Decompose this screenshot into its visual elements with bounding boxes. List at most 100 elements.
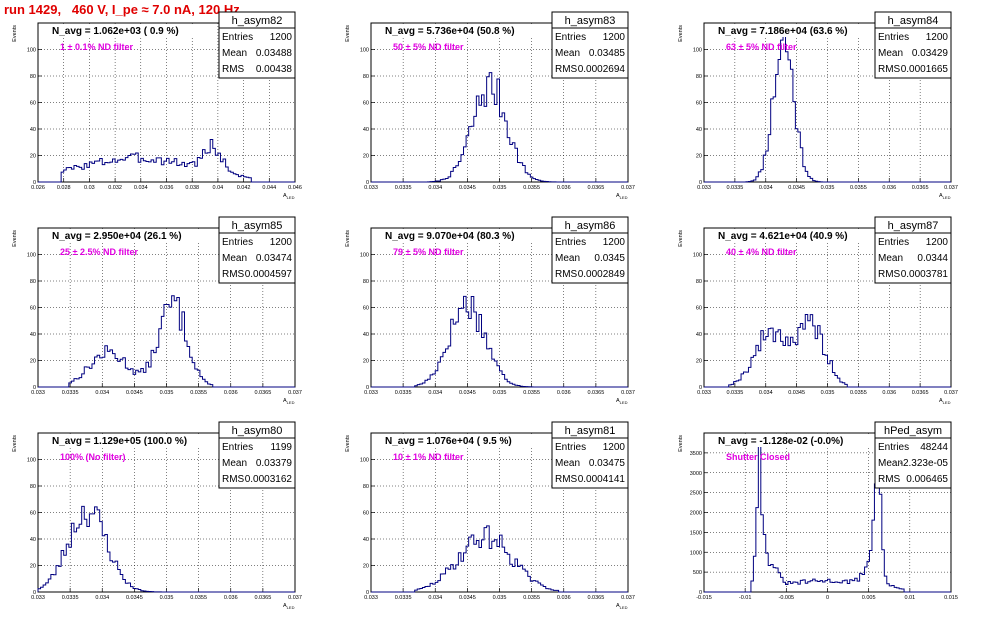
- y-tick-label: 500: [693, 570, 702, 576]
- x-tick-label: 0.035: [493, 185, 507, 191]
- x-tick-label: 0.037: [621, 390, 635, 396]
- x-tick-label: -0.005: [779, 595, 795, 601]
- navg-box: [705, 434, 877, 447]
- x-tick-label: 0.034: [759, 185, 773, 191]
- stats-title: h_asym84: [888, 15, 939, 27]
- stats-key: Mean: [878, 458, 903, 469]
- histogram-line: [37, 505, 295, 593]
- stats-title: h_asym80: [232, 425, 283, 437]
- y-axis-label: Events: [678, 230, 684, 247]
- x-tick-label: 0.0345: [788, 390, 805, 396]
- x-tick-label: 0.036: [557, 390, 571, 396]
- x-tick-label: 0.035: [493, 595, 507, 601]
- y-axis-label: Events: [12, 230, 18, 247]
- stats-title: hPed_asym: [884, 425, 942, 437]
- x-tick-label: 0.0355: [523, 185, 540, 191]
- x-tick-label: 0.034: [95, 390, 109, 396]
- y-tick-label: 100: [27, 48, 36, 54]
- histogram-line: [38, 138, 295, 183]
- y-tick-label: 40: [30, 537, 36, 543]
- stats-key: RMS: [555, 64, 578, 75]
- x-tick-label: 0.032: [108, 185, 122, 191]
- stats-title: h_asym87: [888, 220, 939, 232]
- stats-value: 1200: [270, 237, 293, 248]
- x-axis-label: ALED: [616, 603, 628, 610]
- y-tick-label: 20: [696, 154, 702, 160]
- stats-key: Mean: [878, 253, 903, 264]
- x-tick-label: 0.037: [288, 595, 302, 601]
- x-tick-label: 0.034: [428, 185, 442, 191]
- histogram-h_asym85: 0.033 0.0335 0.034 0.0345 0.035 0.0355 0.036 0.…: [12, 216, 302, 405]
- y-axis-label: Events: [345, 435, 351, 452]
- y-tick-label: 40: [363, 537, 369, 543]
- x-tick-label: 0.044: [262, 185, 276, 191]
- x-tick-label: 0.0365: [587, 185, 604, 191]
- y-tick-label: 0: [33, 590, 36, 596]
- navg-label: N_avg = -1.128e-02 (-0.0%): [718, 436, 843, 447]
- y-axis-label: Events: [12, 25, 18, 42]
- stats-box: hPed_asym Entries 48244 Mean-2.323e-05 RMS 0.…: [874, 421, 952, 489]
- navg-box: [39, 229, 211, 242]
- filter-note: Shutter Closed: [726, 452, 790, 462]
- x-tick-label: 0.034: [428, 390, 442, 396]
- stats-box: h_asym85 Entries 1200 Mean 0.03474 RMS 0.00045…: [218, 216, 296, 284]
- stats-key: Mean: [222, 253, 247, 264]
- stats-title: h_asym85: [232, 220, 283, 232]
- x-tick-label: 0.033: [31, 390, 45, 396]
- histogram-h_asym87: 0.033 0.0335 0.034 0.0345 0.035 0.0355 0.036 0.…: [678, 216, 958, 405]
- x-axis-label: ALED: [616, 193, 628, 200]
- y-axis-label: Events: [678, 25, 684, 42]
- x-tick-label: 0.0365: [254, 595, 271, 601]
- x-tick-label: 0.034: [95, 595, 109, 601]
- y-tick-label: 100: [27, 253, 36, 259]
- x-tick-label: 0.033: [31, 595, 45, 601]
- x-tick-label: 0.034: [428, 595, 442, 601]
- histogram-line: [704, 29, 951, 183]
- x-axis-label: ALED: [283, 398, 295, 405]
- stats-key: Entries: [222, 32, 253, 43]
- x-tick-label: 0.035: [160, 390, 174, 396]
- x-tick-label: 0.0335: [395, 390, 412, 396]
- y-tick-label: 60: [696, 101, 702, 107]
- navg-box: [39, 24, 211, 37]
- x-tick-label: 0.035: [821, 390, 835, 396]
- y-tick-label: 80: [30, 484, 36, 490]
- y-tick-label: 1500: [690, 530, 702, 536]
- x-tick-label: 0.0335: [395, 595, 412, 601]
- x-tick-label: 0.0335: [62, 595, 79, 601]
- stats-key: RMS: [555, 269, 578, 280]
- x-tick-label: 0.037: [621, 185, 635, 191]
- x-tick-label: 0.036: [557, 595, 571, 601]
- navg-box: [372, 24, 544, 37]
- filter-note: 10 ± 1% ND filter: [393, 452, 464, 462]
- x-tick-label: 0.0355: [523, 595, 540, 601]
- x-axis-label: ALED: [939, 398, 951, 405]
- histogram-h_asym86: 0.033 0.0335 0.034 0.0345 0.035 0.0355 0.036 0.…: [345, 216, 635, 405]
- y-tick-label: 100: [693, 48, 702, 54]
- x-tick-label: 0.034: [759, 390, 773, 396]
- y-tick-label: 40: [30, 332, 36, 338]
- y-axis-label: Events: [678, 435, 684, 452]
- stats-box: h_asym81 Entries 1200 Mean 0.03475 RMS 0.00041…: [551, 421, 629, 489]
- x-tick-label: 0.036: [224, 595, 238, 601]
- x-tick-label: 0.0365: [587, 595, 604, 601]
- y-tick-label: 80: [30, 279, 36, 285]
- x-tick-label: 0.033: [364, 185, 378, 191]
- stats-key: Mean: [555, 253, 580, 264]
- x-tick-label: 0.0345: [459, 390, 476, 396]
- navg-label: N_avg = 5.736e+04 (50.8 %): [385, 26, 515, 37]
- x-tick-label: 0.005: [862, 595, 876, 601]
- y-tick-label: 60: [30, 101, 36, 107]
- y-tick-label: 0: [33, 385, 36, 391]
- histogram-line: [371, 295, 628, 388]
- y-tick-label: 20: [363, 154, 369, 160]
- stats-title: h_asym86: [565, 220, 616, 232]
- histogram-h_asym81: 0.033 0.0335 0.034 0.0345 0.035 0.0355 0.036 0.…: [345, 421, 635, 610]
- y-tick-label: 60: [696, 306, 702, 312]
- stats-key: Mean: [222, 458, 247, 469]
- navg-box: [705, 24, 877, 37]
- stats-title: h_asym82: [232, 15, 283, 27]
- x-tick-label: 0.033: [364, 595, 378, 601]
- y-tick-label: 40: [363, 332, 369, 338]
- stats-key: RMS: [222, 474, 245, 485]
